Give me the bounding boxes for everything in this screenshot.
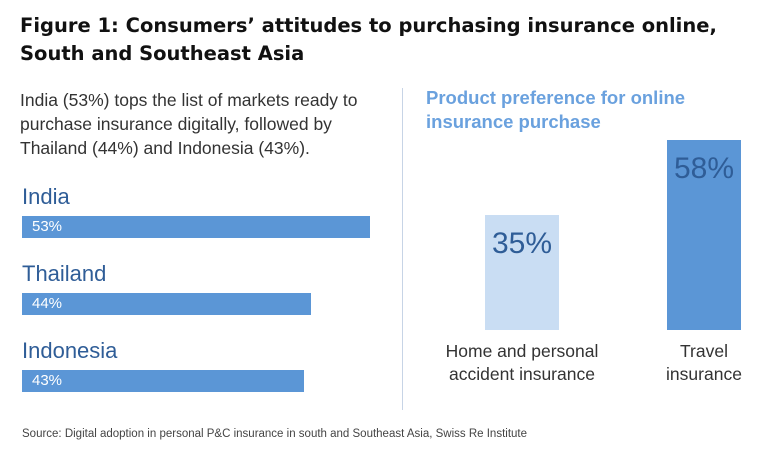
- category-label-line: Home and personal: [445, 341, 599, 361]
- bar-value-thailand: 44%: [32, 295, 63, 312]
- bar-home-personal-accident: 35%: [485, 215, 559, 330]
- product-chart-title: Product preference for online insurance …: [426, 87, 686, 132]
- bar-thailand: 44%: [22, 293, 311, 315]
- figure-title: Figure 1: Consumers’ attitudes to purcha…: [20, 14, 717, 65]
- bar-label-thailand: Thailand: [22, 261, 107, 286]
- category-label-line: accident insurance: [449, 364, 595, 384]
- bar-value-home-personal-accident: 35%: [491, 227, 553, 260]
- category-label-line: insurance: [666, 364, 742, 384]
- bar-value-india: 53%: [32, 218, 63, 235]
- bar-travel: 58%: [667, 140, 741, 330]
- bar-label-india: India: [22, 184, 70, 209]
- category-label-travel: Travel insurance: [604, 340, 768, 386]
- category-label-home-personal-accident: Home and personal accident insurance: [422, 340, 622, 386]
- bar-india: 53%: [22, 216, 370, 238]
- bar-value-travel: 58%: [673, 152, 735, 185]
- source-note: Source: Digital adoption in personal P&C…: [22, 428, 528, 440]
- bar-value-indonesia: 43%: [32, 372, 63, 389]
- bar-label-indonesia: Indonesia: [22, 338, 118, 363]
- category-label-line: Travel: [680, 341, 728, 361]
- bar-indonesia: 43%: [22, 370, 304, 392]
- panel-divider: [402, 88, 403, 410]
- intro-text: India (53%) tops the list of markets rea…: [20, 90, 358, 158]
